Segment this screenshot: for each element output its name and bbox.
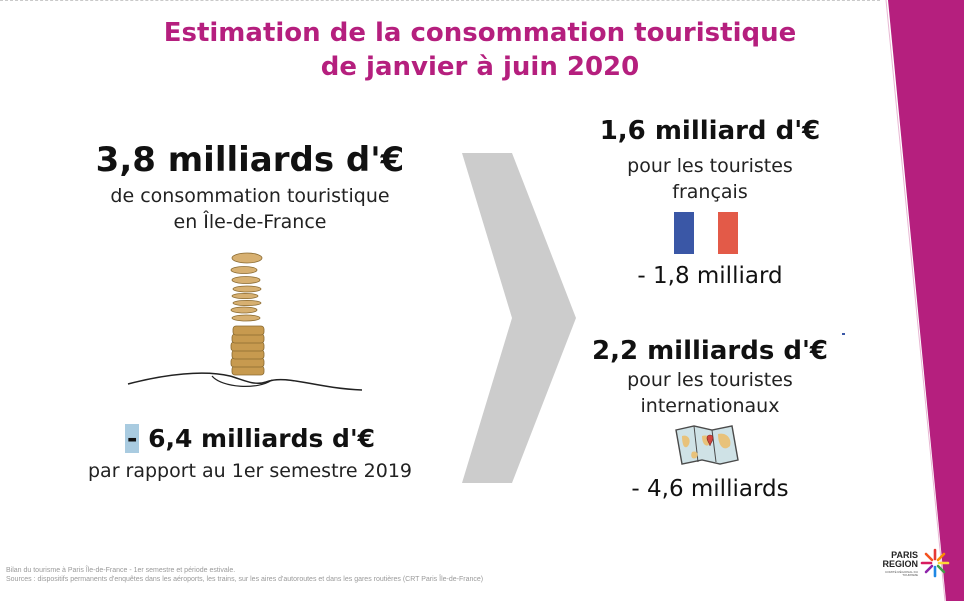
total-consumption-description: de consommation touristique en Île-de-Fr… — [60, 183, 440, 235]
international-tourists-amount: 2,2 milliards d'€ — [591, 336, 829, 366]
logo-subtitle: COMITÉ RÉGIONAL DU TOURISME — [884, 570, 918, 577]
footer-line-2: Sources : dispositifs permanents d'enquê… — [6, 576, 484, 583]
flag-france-icon — [674, 212, 738, 254]
page-title: Estimation de la consommation touristiqu… — [120, 16, 840, 84]
stray-dot — [842, 333, 845, 335]
total-decrease: - 6,4 milliards d'€ — [80, 424, 420, 453]
logo-line-1: PARIS — [891, 550, 918, 560]
world-map-icon — [675, 425, 739, 465]
footer-line-1: Bilan du tourisme à Paris Île-de-France … — [6, 567, 236, 574]
international-tourists-description: pour les touristes internationaux — [560, 367, 860, 419]
title-line-2: de janvier à juin 2020 — [320, 52, 640, 82]
logo-line-2: REGION — [882, 559, 918, 569]
source-footer: Bilan du tourisme à Paris Île-de-France … — [6, 566, 483, 584]
international-desc-line-1: pour les touristes — [627, 369, 793, 391]
logo-wordmark: PARIS REGION — [876, 551, 918, 569]
comparison-note: par rapport au 1er semestre 2019 — [87, 460, 413, 482]
international-desc-line-2: internationaux — [640, 395, 780, 417]
french-tourists-amount: 1,6 milliard d'€ — [599, 116, 821, 146]
decrease-sign: - — [124, 424, 140, 453]
flag-blue-stripe — [674, 212, 694, 254]
coin-stack-icon — [127, 252, 363, 391]
french-tourists-decrease: - 1,8 milliard — [637, 263, 783, 289]
top-dashed-border — [0, 0, 880, 1]
french-tourists-description: pour les touristes français — [570, 153, 850, 205]
decrease-value: 6,4 milliards d'€ — [139, 424, 376, 453]
total-desc-line-1: de consommation touristique — [110, 185, 390, 207]
chevron-right-icon — [462, 153, 576, 483]
paris-region-logo: PARIS REGION COMITÉ RÉGIONAL DU TOURISME — [876, 548, 956, 582]
total-consumption-amount: 3,8 milliards d'€ — [95, 140, 405, 180]
french-desc-line-1: pour les touristes — [627, 155, 793, 177]
french-desc-line-2: français — [672, 181, 748, 203]
sunburst-logo-icon — [920, 548, 950, 578]
title-line-1: Estimation de la consommation touristiqu… — [163, 18, 797, 48]
total-desc-line-2: en Île-de-France — [173, 211, 327, 233]
international-tourists-decrease: - 4,6 milliards — [631, 476, 789, 502]
flag-red-stripe — [718, 212, 738, 254]
